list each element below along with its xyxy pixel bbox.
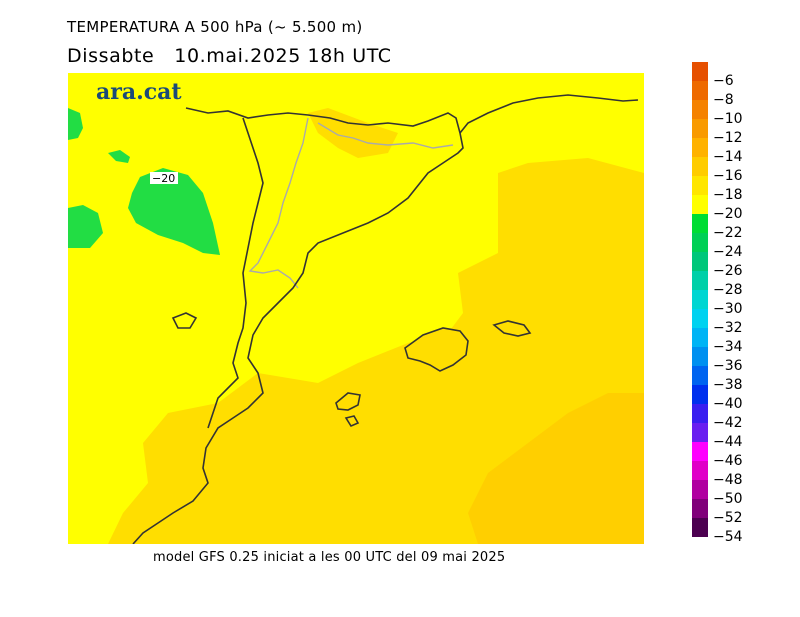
island-formentera [344,415,360,428]
model-footer: model GFS 0.25 iniciat a les 00 UTC del … [153,550,506,565]
legend-label: −54 [713,529,743,545]
legend-swatch [692,195,708,214]
legend-swatch [692,347,708,366]
legend-label: −40 [713,396,743,412]
cold-area [128,168,220,255]
legend-label: −16 [713,168,743,184]
coastline [132,107,464,544]
legend-swatch [692,81,708,100]
legend-swatch [692,518,708,537]
legend-swatch [692,404,708,423]
island-menorca [492,320,532,337]
legend-swatch [692,328,708,347]
legend-label: −10 [713,111,743,127]
legend-label: −22 [713,225,743,241]
legend-swatch [692,138,708,157]
coastline [207,117,264,429]
legend-label: −30 [713,301,743,317]
legend-swatch [692,157,708,176]
coastline [459,94,639,134]
legend-label: −6 [713,73,734,89]
legend-label: −18 [713,187,743,203]
legend-label: −44 [713,434,743,450]
legend-swatch [692,119,708,138]
map-svg: −20 ara.cat [68,73,644,544]
island-ibiza [335,392,361,411]
legend-label: −32 [713,320,743,336]
legend-swatch [692,290,708,309]
legend-label: −8 [713,92,734,108]
coastline [171,312,198,329]
legend-swatch [692,366,708,385]
contour-label: −20 [152,172,175,185]
legend-label: −34 [713,339,743,355]
legend-swatch [692,252,708,271]
legend-swatch [692,214,708,233]
legend-label: −46 [713,453,743,469]
logo: ara.cat [96,79,182,105]
border-line [248,117,309,289]
legend-swatch [692,62,708,81]
legend-label: −42 [713,415,743,431]
field-warmer-area [468,393,644,544]
cold-area [68,205,103,248]
cold-area [68,108,83,140]
border-line [317,122,454,149]
legend-label: −24 [713,244,743,260]
cold-area [108,150,130,163]
legend-label: −38 [713,377,743,393]
legend-swatch [692,385,708,404]
legend-swatch [692,309,708,328]
chart-title: TEMPERATURA A 500 hPa (~ 5.500 m) [67,18,363,36]
island-mallorca [404,327,469,372]
legend-label: −36 [713,358,743,374]
field-warm-patch [308,108,398,158]
legend-swatch [692,499,708,518]
legend-label: −26 [713,263,743,279]
legend-swatch [692,233,708,252]
legend-swatch [692,100,708,119]
field-warm-area [108,158,644,544]
contour-label-box [150,172,178,184]
legend-swatch [692,442,708,461]
legend-swatch [692,461,708,480]
chart-subtitle: Dissabte 10.mai.2025 18h UTC [67,45,392,67]
legend-label: −12 [713,130,743,146]
legend-swatch [692,176,708,195]
legend-label: −14 [713,149,743,165]
legend-swatch [692,480,708,499]
legend-label: −20 [713,206,743,222]
legend-label: −48 [713,472,743,488]
legend-label: −52 [713,510,743,526]
temperature-map: −20 ara.cat [68,73,644,544]
legend-label: −50 [713,491,743,507]
legend-label: −28 [713,282,743,298]
legend-swatch [692,271,708,290]
legend-swatch [692,423,708,442]
